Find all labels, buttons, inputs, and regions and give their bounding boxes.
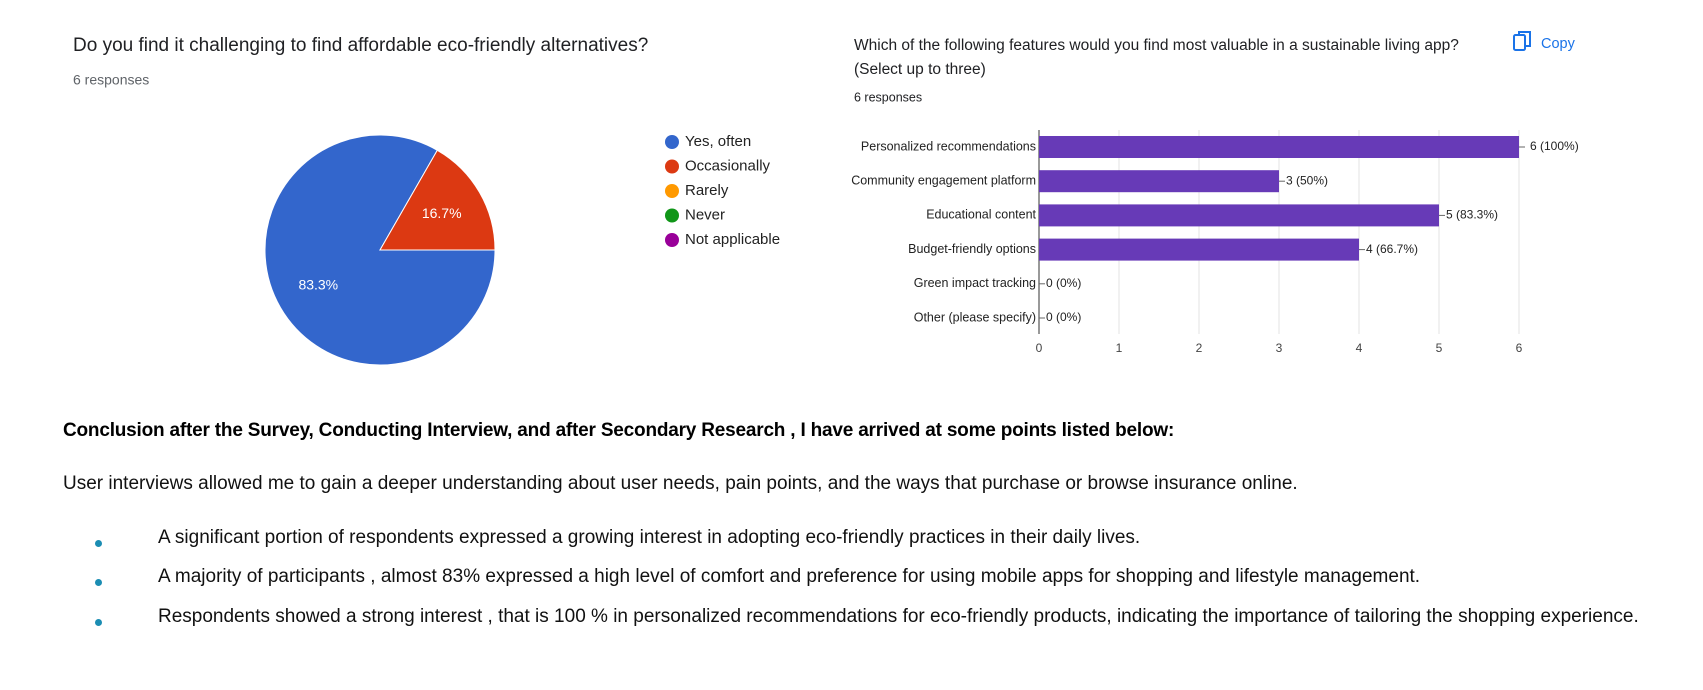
data-label: 0 (0%) — [1046, 276, 1081, 290]
y-tick-label: Personalized recommendations — [861, 139, 1036, 153]
data-label: 0 (0%) — [1046, 310, 1081, 324]
chart-subtitle: 6 responses — [854, 90, 922, 104]
legend-marker — [665, 208, 679, 223]
button-label: Copy — [1541, 36, 1576, 52]
y-tick-label: Green impact tracking — [914, 276, 1036, 290]
legend-marker — [665, 159, 679, 174]
legend-label: Rarely — [685, 182, 729, 199]
x-tick-label: 2 — [1196, 341, 1203, 355]
legend-label: Yes, often — [685, 133, 751, 150]
chart-title: Do you find it challenging to find affor… — [73, 35, 648, 56]
copy-icon — [1513, 34, 1526, 51]
pie-slice — [379, 149, 496, 251]
charts: Do you find it challenging to find affor… — [73, 31, 1579, 366]
x-tick-label: 4 — [1356, 341, 1363, 355]
legend-label: Occasionally — [685, 157, 771, 174]
heading: Conclusion after the Survey, Conducting … — [63, 420, 1175, 441]
bullet-marker — [95, 540, 102, 547]
legend-marker — [665, 184, 679, 198]
x-tick-label: 3 — [1276, 341, 1283, 355]
bar — [1039, 136, 1519, 158]
y-tick-label: Community engagement platform — [851, 173, 1036, 187]
x-tick-label: 6 — [1516, 341, 1523, 355]
x-tick-label: 0 — [1036, 341, 1043, 355]
data-label: 3 (50%) — [1286, 173, 1328, 187]
y-tick-label: Budget-friendly options — [908, 242, 1036, 256]
bullet-marker — [95, 619, 102, 626]
bullet-text: A majority of participants , almost 83% … — [158, 566, 1421, 587]
data-label: 4 (66.7%) — [1366, 242, 1418, 256]
paragraph: User interviews allowed me to gain a dee… — [63, 473, 1298, 494]
bullet-text: Respondents showed a strong interest , t… — [158, 606, 1639, 627]
bar — [1039, 170, 1279, 193]
chart-subtitle: 6 responses — [73, 72, 149, 88]
copy-icon — [1518, 31, 1531, 47]
chart-title: Which of the following features would yo… — [854, 37, 1459, 78]
data-label: 83.3% — [298, 276, 338, 292]
copy-button[interactable]: Copy — [1513, 31, 1576, 52]
data-label: 5 (83.3%) — [1446, 208, 1498, 222]
bar — [1039, 204, 1439, 227]
legend-marker — [665, 233, 679, 247]
legend-label: Not applicable — [685, 231, 780, 248]
x-tick-label: 1 — [1116, 341, 1123, 355]
data-label: 6 (100%) — [1530, 139, 1579, 153]
legend-marker — [665, 135, 679, 149]
bullet-marker — [95, 579, 102, 586]
y-tick-label: Other (please specify) — [914, 310, 1036, 324]
bar — [1039, 238, 1359, 261]
y-tick-label: Educational content — [926, 208, 1036, 222]
legend-label: Never — [685, 206, 725, 223]
bullet-text: A significant portion of respondents exp… — [158, 527, 1141, 548]
data-label: 16.7% — [422, 205, 462, 221]
x-tick-label: 5 — [1436, 341, 1443, 355]
